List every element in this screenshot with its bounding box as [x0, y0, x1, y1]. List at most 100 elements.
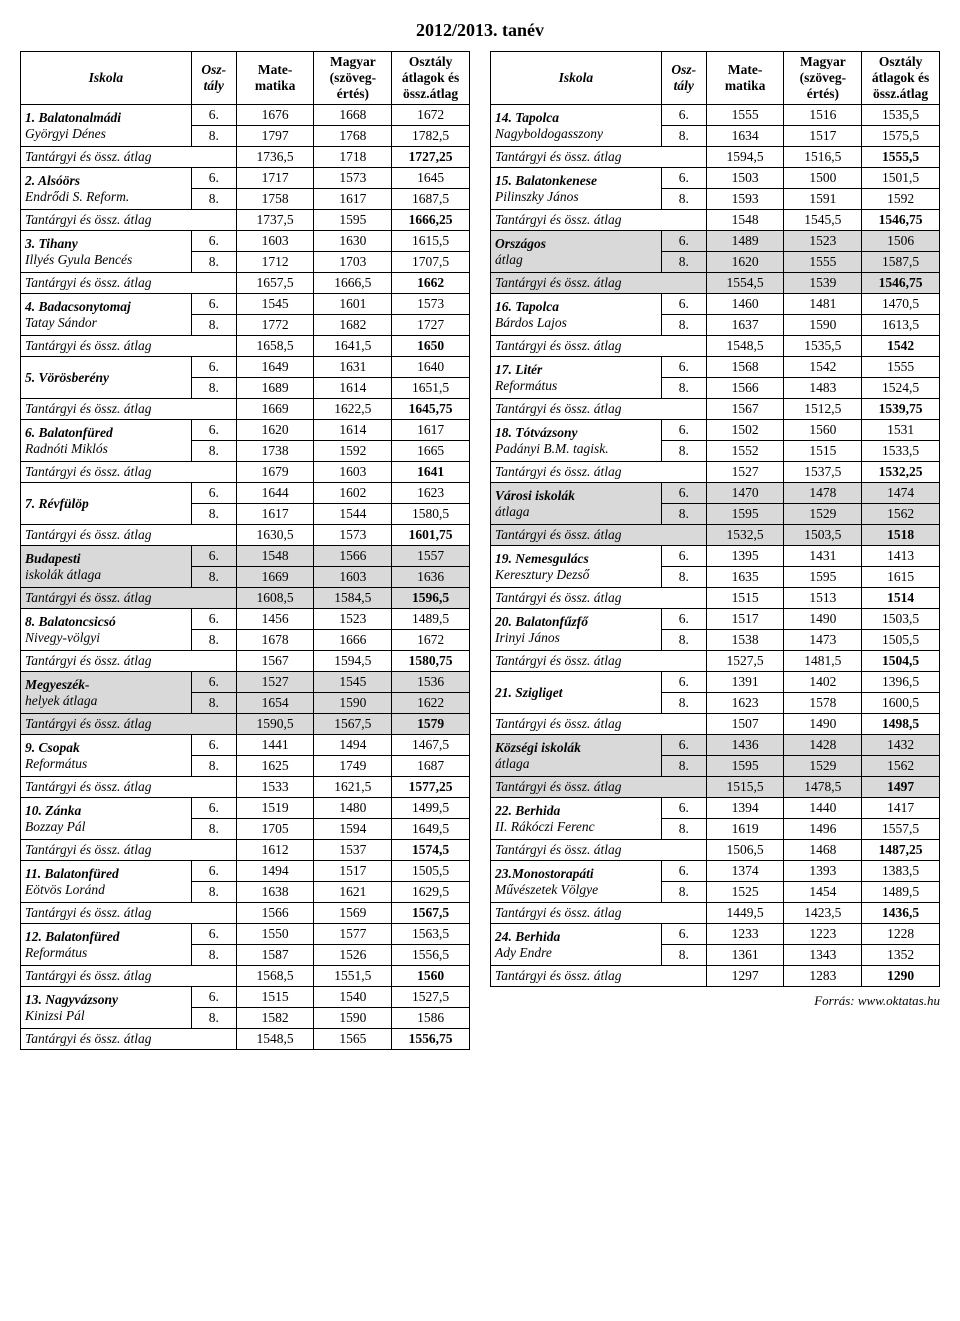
subj-total: 1436,5: [862, 903, 940, 924]
subject-avg-label: Tantárgyi és össz. átlag: [21, 399, 237, 420]
subj-hun: 1490: [784, 714, 862, 735]
val-avg-8: 1707,5: [392, 252, 470, 273]
subj-hun: 1584,5: [314, 588, 392, 609]
subj-math: 1594,5: [706, 147, 784, 168]
school-name: 8. BalatoncsicsóNivegy-völgyi: [21, 609, 192, 651]
grade-8: 8.: [661, 756, 706, 777]
val-avg-6: 1228: [862, 924, 940, 945]
val-avg-6: 1640: [392, 357, 470, 378]
val-math-6: 1676: [236, 105, 314, 126]
val-hun-6: 1602: [314, 483, 392, 504]
val-math-6: 1233: [706, 924, 784, 945]
val-hun-8: 1666: [314, 630, 392, 651]
val-math-8: 1758: [236, 189, 314, 210]
row-subject-avg: Tantárgyi és össz. átlag 1737,5 1595 166…: [21, 210, 470, 231]
subj-hun: 1551,5: [314, 966, 392, 987]
row-grade-6: 11. BalatonfüredEötvös Loránd 6. 1494 15…: [21, 861, 470, 882]
val-avg-6: 1489,5: [392, 609, 470, 630]
subj-hun: 1513: [784, 588, 862, 609]
val-math-6: 1441: [236, 735, 314, 756]
row-subject-avg: Tantárgyi és össz. átlag 1657,5 1666,5 1…: [21, 273, 470, 294]
row-grade-6: 17. LitérReformátus 6. 1568 1542 1555: [491, 357, 940, 378]
subj-math: 1567: [236, 651, 314, 672]
val-avg-8: 1600,5: [862, 693, 940, 714]
val-math-6: 1391: [706, 672, 784, 693]
grade-6: 6.: [661, 105, 706, 126]
val-avg-8: 1615: [862, 567, 940, 588]
val-avg-6: 1645: [392, 168, 470, 189]
val-hun-8: 1614: [314, 378, 392, 399]
row-subject-avg: Tantárgyi és össz. átlag 1590,5 1567,5 1…: [21, 714, 470, 735]
grade-6: 6.: [661, 861, 706, 882]
val-hun-6: 1630: [314, 231, 392, 252]
val-avg-8: 1562: [862, 756, 940, 777]
val-hun-8: 1621: [314, 882, 392, 903]
val-math-6: 1374: [706, 861, 784, 882]
subj-total: 1504,5: [862, 651, 940, 672]
val-math-8: 1595: [706, 756, 784, 777]
val-math-8: 1617: [236, 504, 314, 525]
row-subject-avg: Tantárgyi és össz. átlag 1297 1283 1290: [491, 966, 940, 987]
subj-math: 1515,5: [706, 777, 784, 798]
val-hun-6: 1428: [784, 735, 862, 756]
subject-avg-label: Tantárgyi és össz. átlag: [21, 777, 237, 798]
val-math-8: 1669: [236, 567, 314, 588]
subj-hun: 1537: [314, 840, 392, 861]
val-avg-8: 1672: [392, 630, 470, 651]
val-avg-6: 1672: [392, 105, 470, 126]
grade-8: 8.: [191, 315, 236, 336]
subj-math: 1548,5: [706, 336, 784, 357]
subj-math: 1533: [236, 777, 314, 798]
hdr-classavg: Osztályátlagok ésössz.átlag: [392, 52, 470, 105]
val-hun-8: 1591: [784, 189, 862, 210]
grade-6: 6.: [661, 294, 706, 315]
grade-6: 6.: [661, 231, 706, 252]
val-hun-8: 1682: [314, 315, 392, 336]
grade-8: 8.: [661, 882, 706, 903]
val-hun-6: 1542: [784, 357, 862, 378]
grade-6: 6.: [191, 672, 236, 693]
subj-hun: 1621,5: [314, 777, 392, 798]
school-name: 2. AlsóörsEndrődi S. Reform.: [21, 168, 192, 210]
hdr-classavg: Osztályátlagok ésössz.átlag: [862, 52, 940, 105]
val-math-8: 1678: [236, 630, 314, 651]
val-math-6: 1620: [236, 420, 314, 441]
school-name: 1. BalatonalmádiGyörgyi Dénes: [21, 105, 192, 147]
subj-hun: 1481,5: [784, 651, 862, 672]
school-name: 21. Szigliget: [491, 672, 662, 714]
val-math-6: 1545: [236, 294, 314, 315]
val-hun-8: 1515: [784, 441, 862, 462]
subj-total: 1666,25: [392, 210, 470, 231]
subj-total: 1579: [392, 714, 470, 735]
school-name: 20. BalatonfűzfőIrinyi János: [491, 609, 662, 651]
val-hun-6: 1573: [314, 168, 392, 189]
val-avg-6: 1506: [862, 231, 940, 252]
row-subject-avg: Tantárgyi és össz. átlag 1566 1569 1567,…: [21, 903, 470, 924]
row-grade-6: 3. TihanyIllyés Gyula Bencés 6. 1603 163…: [21, 231, 470, 252]
val-avg-8: 1533,5: [862, 441, 940, 462]
row-grade-6: 7. Révfülöp 6. 1644 1602 1623: [21, 483, 470, 504]
subj-total: 1567,5: [392, 903, 470, 924]
grade-8: 8.: [191, 882, 236, 903]
grade-8: 8.: [661, 567, 706, 588]
val-hun-6: 1481: [784, 294, 862, 315]
subj-hun: 1537,5: [784, 462, 862, 483]
val-hun-6: 1223: [784, 924, 862, 945]
row-subject-avg: Tantárgyi és össz. átlag 1567 1512,5 153…: [491, 399, 940, 420]
val-hun-8: 1590: [784, 315, 862, 336]
school-name: 19. NemesgulácsKeresztury Dezső: [491, 546, 662, 588]
val-math-6: 1395: [706, 546, 784, 567]
school-name: Városi iskolákátlaga: [491, 483, 662, 525]
row-subject-avg: Tantárgyi és össz. átlag 1527,5 1481,5 1…: [491, 651, 940, 672]
subj-hun: 1468: [784, 840, 862, 861]
row-subject-avg: Tantárgyi és össz. átlag 1554,5 1539 154…: [491, 273, 940, 294]
school-name: 14. TapolcaNagyboldogasszony: [491, 105, 662, 147]
val-hun-8: 1590: [314, 693, 392, 714]
subj-hun: 1565: [314, 1029, 392, 1050]
row-subject-avg: Tantárgyi és össz. átlag 1608,5 1584,5 1…: [21, 588, 470, 609]
grade-8: 8.: [191, 378, 236, 399]
grade-6: 6.: [661, 546, 706, 567]
grade-8: 8.: [191, 819, 236, 840]
val-avg-6: 1531: [862, 420, 940, 441]
subj-hun: 1594,5: [314, 651, 392, 672]
